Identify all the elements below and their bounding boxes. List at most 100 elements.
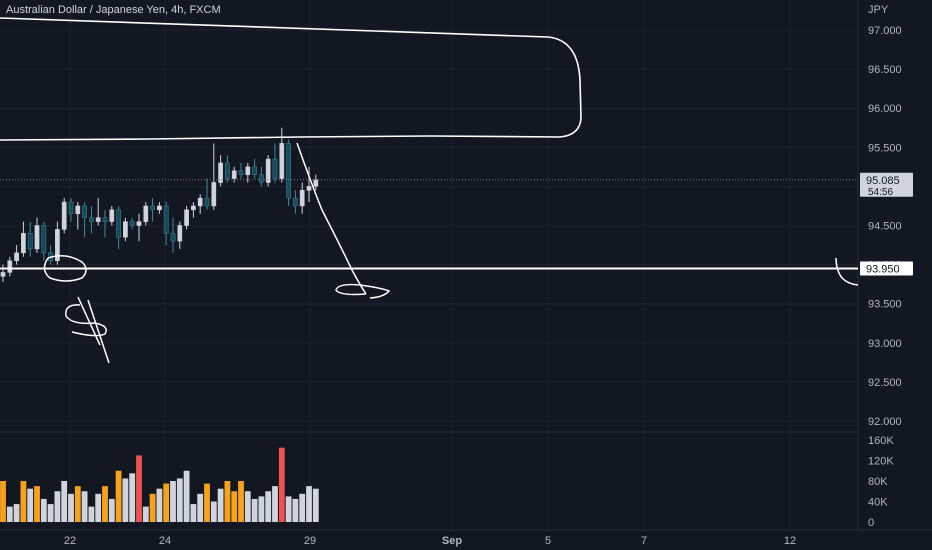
candle-body [279, 143, 285, 179]
candle-body [265, 158, 271, 183]
volume-bar [108, 498, 115, 522]
candle-body [177, 225, 183, 242]
price-axis[interactable]: 97.00096.50096.00095.50095.00094.50094.0… [860, 25, 913, 529]
candle-body [197, 197, 203, 207]
volume-bar [68, 493, 74, 522]
price-tick-label: 92.000 [868, 416, 902, 428]
candle-body [313, 179, 319, 187]
time-tick-label: 24 [159, 535, 171, 547]
candle-body [116, 209, 121, 238]
candle-body [231, 170, 237, 179]
drawing-right-hook[interactable] [835, 257, 859, 286]
volume-bar [0, 481, 6, 522]
candle-body [272, 158, 278, 179]
candle-body [129, 221, 135, 226]
volume-bar [265, 491, 272, 522]
volume-bar [27, 488, 34, 522]
candle-body [245, 166, 251, 175]
time-tick-label: 7 [641, 535, 647, 547]
candle-body [293, 197, 298, 207]
candle-body [211, 182, 217, 207]
horizontal-lines [0, 179, 858, 270]
current-price-badge [860, 172, 913, 197]
volume-tick-label: 160K [868, 435, 894, 447]
price-tick-label: 97.000 [868, 25, 902, 37]
candlestick-series [0, 127, 319, 282]
price-tick-label: 93.000 [868, 338, 902, 350]
volume-bar [204, 483, 210, 522]
candle-body [109, 209, 115, 222]
candle-body [218, 162, 223, 183]
grid-lines [0, 0, 932, 531]
time-tick-label: 22 [64, 535, 76, 547]
volume-bar [54, 491, 61, 522]
candle-body [123, 221, 128, 238]
candle-body [95, 217, 101, 222]
candle-body [14, 252, 19, 261]
drawing-circle-left[interactable] [43, 255, 87, 282]
chart-title: Australian Dollar / Japanese Yen, 4h, FX… [6, 4, 221, 16]
candle-body [170, 233, 176, 242]
volume-bar [210, 501, 217, 522]
volume-bar [122, 478, 129, 522]
volume-bar [306, 486, 312, 522]
candle-body [75, 205, 81, 215]
time-axis[interactable]: 22 24 29 Sep 5 7 12 [64, 535, 796, 547]
volume-tick-label: 40K [868, 497, 888, 509]
time-tick-label: 29 [304, 535, 316, 547]
volume-bar [244, 491, 251, 522]
price-tick-label: 96.000 [868, 103, 902, 115]
volume-bar [149, 493, 156, 522]
drawing-rounded-box[interactable] [0, 17, 582, 141]
volume-bar [285, 496, 292, 522]
volume-bar [47, 504, 54, 522]
volume-bar [272, 486, 278, 522]
volume-bar [81, 491, 88, 522]
volume-bar [142, 506, 149, 522]
drawing-dollar-sign[interactable] [65, 296, 110, 364]
volume-tick-label: 0 [868, 517, 874, 529]
candle-body [61, 201, 67, 230]
currency-label: JPY [868, 4, 889, 16]
volume-bar [170, 481, 176, 522]
candle-body [136, 221, 142, 226]
hline-price-label: 93.950 [866, 264, 900, 276]
candle-body [238, 170, 244, 175]
price-tick-label: 94.500 [868, 221, 902, 233]
volume-bar [312, 488, 319, 522]
bar-countdown-label: 54:56 [868, 187, 893, 198]
volume-bar [299, 493, 306, 522]
hline-price-badge [860, 261, 913, 276]
volume-bars [0, 447, 319, 522]
volume-bar [176, 478, 183, 522]
time-tick-label: 5 [545, 535, 551, 547]
volume-bar [61, 481, 68, 522]
candle-body [163, 205, 169, 234]
candle-body [252, 166, 257, 175]
candle-body [21, 233, 26, 254]
candle-body [299, 190, 305, 207]
volume-bar [238, 481, 244, 522]
volume-bar [278, 447, 285, 522]
volume-bar [74, 486, 81, 522]
volume-bar [129, 473, 136, 522]
drawing-arrow-line[interactable] [296, 142, 367, 295]
user-drawings[interactable] [0, 17, 859, 364]
volume-bar [6, 506, 13, 522]
price-tick-label: 96.500 [868, 64, 902, 76]
candle-body [0, 272, 6, 277]
candle-body [259, 174, 264, 183]
volume-bar [163, 483, 170, 522]
drawing-loop[interactable] [335, 283, 391, 299]
candle-body [184, 209, 189, 226]
volume-bar [34, 486, 40, 522]
candle-body [143, 205, 149, 222]
volume-bar [258, 496, 265, 522]
volume-bar [183, 470, 190, 522]
candle-body [150, 205, 155, 211]
volume-bar [292, 498, 299, 522]
volume-bar [156, 488, 163, 522]
candle-body [27, 233, 33, 250]
